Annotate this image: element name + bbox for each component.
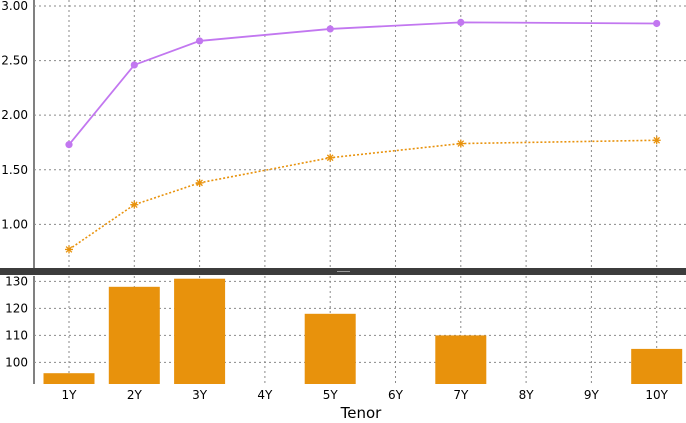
series-line-2 xyxy=(68,139,657,251)
x-tick-label: 10Y xyxy=(645,388,668,402)
y-tick-label: 2.00 xyxy=(1,108,28,122)
x-tick-label: 4Y xyxy=(257,388,273,402)
x-tick-label: 9Y xyxy=(584,388,600,402)
data-point-marker xyxy=(195,178,204,187)
data-point-marker xyxy=(326,25,334,33)
bar xyxy=(43,373,95,384)
x-tick-label: 7Y xyxy=(453,388,469,402)
x-tick-label: 8Y xyxy=(519,388,535,402)
bar xyxy=(304,313,356,384)
y-tick-label: 1.00 xyxy=(1,217,28,231)
data-point-marker xyxy=(130,61,138,69)
x-tick-label: 1Y xyxy=(62,388,78,402)
y-tick-label: 1.50 xyxy=(1,163,28,177)
data-point-marker xyxy=(65,141,73,149)
data-point-marker xyxy=(196,37,204,45)
data-point-marker xyxy=(130,200,139,209)
data-point-marker xyxy=(652,136,661,145)
y-tick-label: 100 xyxy=(5,355,28,369)
y-tick-label: 2.50 xyxy=(1,54,28,68)
y-tick-label: 110 xyxy=(5,328,28,342)
x-axis-title: Tenor xyxy=(340,404,383,422)
data-point-marker xyxy=(457,18,465,26)
y-tick-label: 130 xyxy=(5,274,28,288)
data-point-marker xyxy=(65,245,73,254)
x-tick-label: 3Y xyxy=(192,388,208,402)
y-tick-label: 3.00 xyxy=(1,0,28,13)
bar-chart-panel: 100 110 120 130 1Y 2Y 3Y 4Y 5Y 6Y 7Y 8Y 9Y 10Y Tenor xyxy=(5,274,686,422)
x-tick-label: 6Y xyxy=(388,388,404,402)
bar xyxy=(435,335,487,384)
y-tick-label: 120 xyxy=(5,301,28,315)
line-chart-panel: 1.00 1.50 2.00 2.50 3.00 xyxy=(1,0,686,268)
x-tick-label: 2Y xyxy=(127,388,143,402)
data-point-marker xyxy=(326,153,335,162)
x-tick-label: 5Y xyxy=(323,388,339,402)
data-point-marker xyxy=(653,19,661,28)
bar xyxy=(108,286,160,384)
bar xyxy=(631,348,683,384)
bar xyxy=(174,278,226,384)
panel-splitter[interactable] xyxy=(0,268,686,275)
series-line-1 xyxy=(68,21,657,146)
data-point-marker xyxy=(456,139,465,148)
